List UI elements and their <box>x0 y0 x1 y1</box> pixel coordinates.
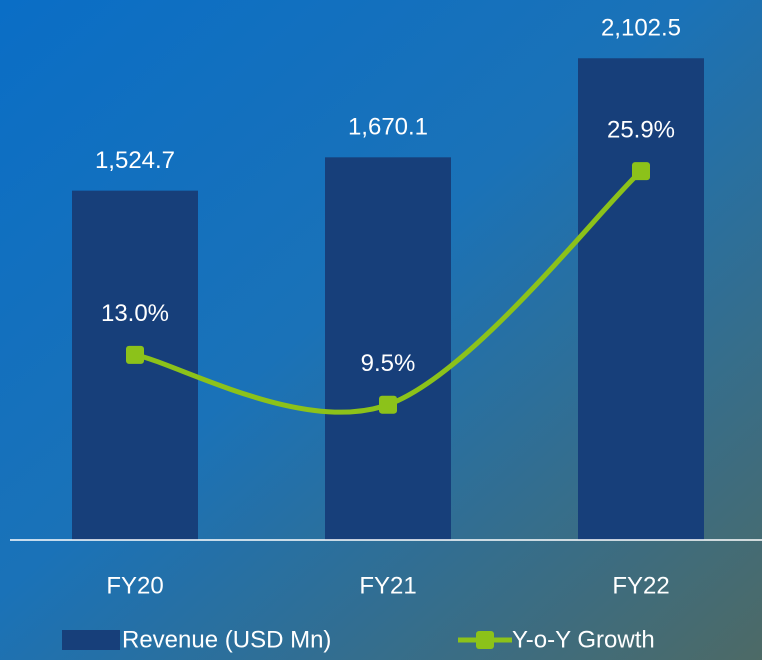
x-tick-label: FY20 <box>106 572 163 599</box>
bar <box>325 157 451 540</box>
bar <box>578 58 704 540</box>
legend-marker <box>476 631 494 649</box>
data-label: 1,524.7 <box>95 147 175 174</box>
x-tick-label: FY21 <box>359 572 416 599</box>
x-tick-label: FY22 <box>612 572 669 599</box>
data-label: 2,102.5 <box>601 15 681 42</box>
data-label: 13.0% <box>101 300 169 327</box>
marker <box>632 162 650 181</box>
marker <box>126 345 144 364</box>
bar <box>72 190 198 540</box>
data-label: 25.9% <box>607 116 675 143</box>
data-label: 9.5% <box>361 350 416 377</box>
legend-swatch <box>62 630 120 650</box>
marker <box>379 395 397 414</box>
legend-label: Y-o-Y Growth <box>512 626 655 653</box>
data-label: 1,670.1 <box>348 114 428 141</box>
legend-label: Revenue (USD Mn) <box>122 626 331 653</box>
